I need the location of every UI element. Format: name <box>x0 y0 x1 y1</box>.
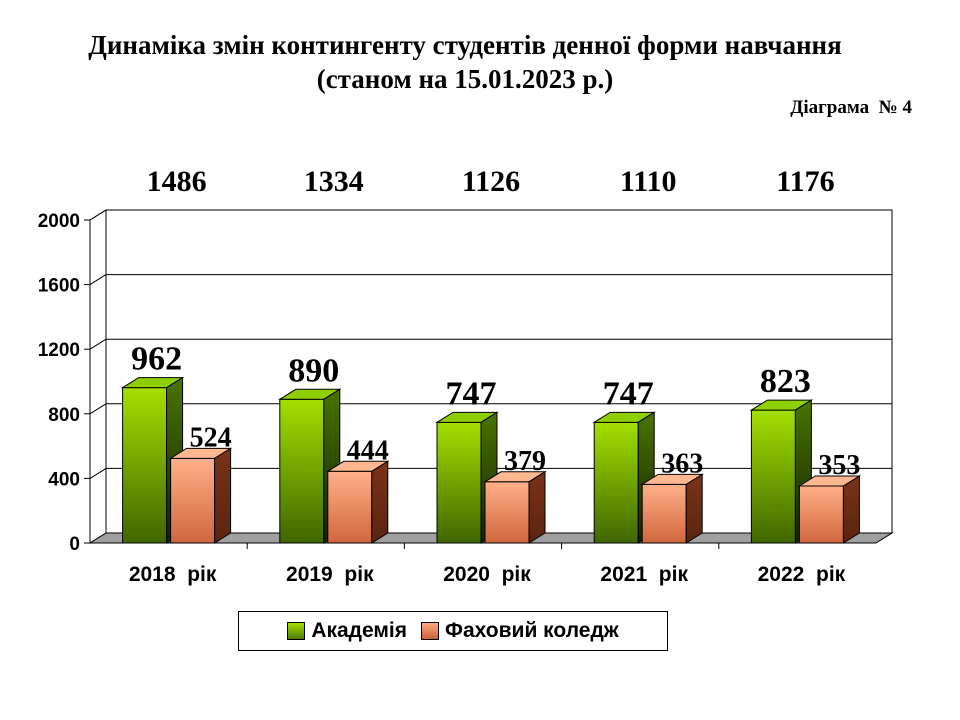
chart-legend: Академія Фаховий коледж <box>238 611 668 651</box>
data-label-academy: 747 <box>603 375 654 412</box>
y-tick-label: 1600 <box>38 276 80 297</box>
gridline-side <box>89 403 107 415</box>
total-label: 1334 <box>304 165 364 198</box>
y-tick-label: 2000 <box>38 211 80 232</box>
data-label-college: 524 <box>190 422 232 453</box>
total-label: 1176 <box>776 165 834 198</box>
chart-title: Динаміка змін контингенту студентів денн… <box>88 30 842 60</box>
data-label-college: 379 <box>504 446 546 477</box>
bar-side <box>214 447 232 544</box>
bar-front <box>798 485 844 544</box>
bar-side <box>528 470 546 544</box>
bar-college <box>326 460 390 544</box>
x-category-label: 2019 рік <box>286 563 374 586</box>
y-tick-label: 1200 <box>38 340 80 361</box>
bar-front <box>436 421 482 544</box>
total-label: 1126 <box>462 165 520 198</box>
bar-front <box>484 481 530 544</box>
x-category-label: 2018 рік <box>129 563 217 586</box>
data-label-college: 353 <box>818 450 860 481</box>
bar-front <box>170 457 216 544</box>
bar-side <box>371 460 389 544</box>
bar-front <box>279 398 325 544</box>
diagram-number-label: Діаграма № 4 <box>790 97 912 118</box>
bar-front <box>593 421 639 544</box>
y-tick-label: 0 <box>69 534 80 555</box>
bar-academy <box>278 388 342 544</box>
data-label-academy: 890 <box>288 352 339 389</box>
bar-college <box>168 447 233 544</box>
plot-side-wall <box>89 209 107 544</box>
y-tick-label: 800 <box>48 405 80 426</box>
gridline-side <box>89 274 107 286</box>
x-category-label: 2021 рік <box>600 563 688 586</box>
bar-front <box>122 387 168 544</box>
bar-college <box>797 475 862 544</box>
x-category-label: 2020 рік <box>443 563 531 586</box>
legend-swatch-academy <box>287 622 306 640</box>
bar-front <box>641 483 687 544</box>
chart-subtitle: (станом на 15.01.2023 р.) <box>316 64 614 94</box>
bar-side <box>842 475 860 544</box>
legend-item-academy: Академія <box>287 619 407 643</box>
gridline-side <box>89 467 107 479</box>
data-label-college: 363 <box>661 448 703 479</box>
bar-academy <box>749 399 814 544</box>
legend-label-college: Фаховий коледж <box>445 619 619 642</box>
data-label-academy: 962 <box>131 341 182 378</box>
data-label-academy: 747 <box>446 375 497 412</box>
bar-college <box>483 470 547 544</box>
gridline-side <box>89 209 107 221</box>
legend-swatch-college <box>421 622 440 640</box>
total-label: 1486 <box>147 165 207 198</box>
gridline-side <box>89 338 107 350</box>
legend-label-academy: Академія <box>311 619 408 642</box>
y-tick-label: 400 <box>48 469 80 490</box>
bar-side <box>685 473 703 544</box>
bar-college <box>640 473 704 544</box>
data-label-college: 444 <box>347 435 389 466</box>
total-label: 1110 <box>620 165 677 198</box>
legend-item-college: Фаховий коледж <box>421 619 619 643</box>
bar-front <box>327 470 373 544</box>
data-label-academy: 823 <box>760 363 811 400</box>
x-category-label: 2022 рік <box>758 563 846 586</box>
bar-front <box>750 409 796 544</box>
